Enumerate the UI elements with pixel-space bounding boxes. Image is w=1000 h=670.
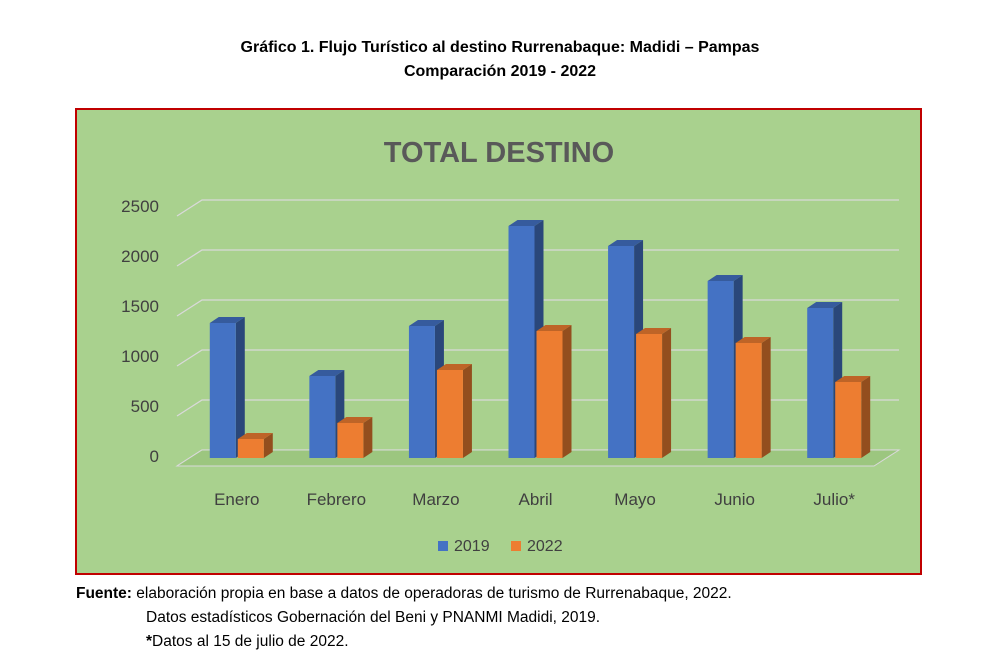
gridline: [176, 199, 899, 217]
footnote-mark: *: [146, 633, 153, 650]
y-axis-ticks: 0 500 1000 1500 2000 2500: [121, 197, 159, 466]
gridline: [176, 249, 899, 267]
bar-2019-Enero: [209, 317, 245, 458]
footnote-text: Datos al 15 de julio de 2022.: [152, 633, 349, 650]
legend-label-2022: 2022: [527, 538, 563, 555]
bars: [209, 220, 871, 458]
bar-2022-Enero: [237, 433, 273, 458]
source-label: Fuente:: [76, 585, 132, 602]
source-line3: *Datos al 15 de julio de 2022.: [76, 630, 732, 654]
y-tick-label: 2000: [121, 247, 159, 266]
y-tick-label: 500: [131, 397, 159, 416]
y-tick-label: 1500: [121, 297, 159, 316]
source-line2: Datos estadísticos Gobernación del Beni …: [146, 609, 601, 626]
y-tick-label: 0: [150, 447, 159, 466]
bar-2022-Mayo: [636, 328, 672, 458]
x-tick-label: Marzo: [412, 490, 459, 509]
x-tick-label: Enero: [214, 490, 259, 509]
x-tick-label: Abril: [518, 490, 552, 509]
x-tick-label: Junio: [714, 490, 755, 509]
chart-title: TOTAL DESTINO: [384, 137, 614, 169]
y-tick-label: 2500: [121, 197, 159, 216]
source-line1: Fuente: elaboración propia en base a dat…: [76, 582, 732, 606]
bar-2022-Marzo: [436, 364, 472, 458]
source-text-1: elaboración propia en base a datos de op…: [136, 585, 732, 602]
bar-chart: TOTAL DESTINO 0 500 1000 1500 2000 2500 Enero…: [121, 137, 901, 555]
legend-label-2019: 2019: [454, 538, 490, 555]
legend-swatch-2022: [511, 541, 521, 551]
figure-title-line2: Comparación 2019 - 2022: [403, 63, 597, 80]
x-tick-label: Mayo: [614, 490, 656, 509]
x-tick-label: Febrero: [307, 490, 367, 509]
legend: 2019 2022: [438, 538, 563, 555]
bar-2022-Febrero: [337, 417, 373, 458]
bar-2022-Julio: [835, 376, 871, 458]
bar-2022-Junio: [735, 337, 771, 458]
x-tick-label: Julio*: [813, 490, 855, 509]
source-note: Fuente: elaboración propia en base a dat…: [76, 582, 732, 654]
bar-2022-Abril: [536, 325, 572, 458]
gridline: [176, 299, 899, 317]
figure-title-line1: Gráfico 1. Flujo Turístico al destino Ru…: [240, 39, 760, 56]
figure-title: Gráfico 1. Flujo Turístico al destino Ru…: [0, 36, 1000, 84]
legend-swatch-2019: [438, 541, 448, 551]
chart-panel: TOTAL DESTINO 0 500 1000 1500 2000 2500 Enero…: [75, 108, 922, 575]
x-axis-labels: Enero Febrero Marzo Abril Mayo Junio Julio*: [214, 490, 855, 509]
y-tick-label: 1000: [121, 347, 159, 366]
